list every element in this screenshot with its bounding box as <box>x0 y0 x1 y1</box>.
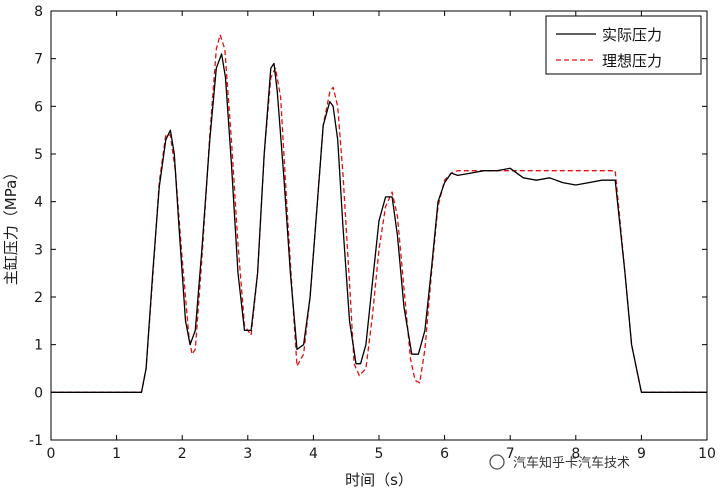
x-tick-label: 1 <box>112 446 121 462</box>
y-tick-label: 0 <box>34 385 43 401</box>
x-tick-label: 6 <box>440 446 449 462</box>
x-tick-label: 7 <box>506 446 515 462</box>
x-tick-label: 9 <box>637 446 646 462</box>
y-tick-label: 6 <box>34 99 43 115</box>
x-axis-ticks: 0 1 2 3 4 5 6 7 8 9 10 <box>47 11 716 462</box>
y-tick-label: 4 <box>34 195 43 211</box>
legend-box <box>545 15 702 75</box>
x-tick-label: 4 <box>309 446 318 462</box>
watermark-text: 汽车知乎卡汽车技术 <box>513 455 630 471</box>
y-axis-ticks: -1 0 1 2 3 4 5 6 7 8 <box>29 4 707 449</box>
legend-label-actual: 实际压力 <box>602 26 662 44</box>
x-tick-label: 5 <box>375 446 384 462</box>
x-tick-label: 2 <box>178 446 187 462</box>
x-axis-title: 时间（s） <box>345 471 413 489</box>
y-tick-label: 8 <box>34 4 43 20</box>
y-tick-label: 7 <box>34 52 43 68</box>
series-line-actual-pressure <box>51 53 707 393</box>
x-tick-label: 8 <box>571 446 580 462</box>
y-tick-label: 3 <box>34 242 43 258</box>
y-tick-label: 1 <box>34 338 43 354</box>
x-tick-label: 3 <box>243 446 252 462</box>
series-layer <box>51 34 707 393</box>
x-tick-label: 10 <box>698 446 716 462</box>
y-tick-label: -1 <box>29 433 43 449</box>
legend: 实际压力 理想压力 <box>545 15 702 75</box>
watermark: 汽车知乎卡汽车技术 <box>489 454 630 471</box>
wechat-icon <box>489 454 505 470</box>
x-tick-label: 0 <box>47 446 56 462</box>
y-tick-label: 5 <box>34 147 43 163</box>
legend-label-ideal: 理想压力 <box>602 52 662 70</box>
y-axis-title: 主缸压力（MPa） <box>2 165 20 286</box>
y-tick-label: 2 <box>34 290 43 306</box>
